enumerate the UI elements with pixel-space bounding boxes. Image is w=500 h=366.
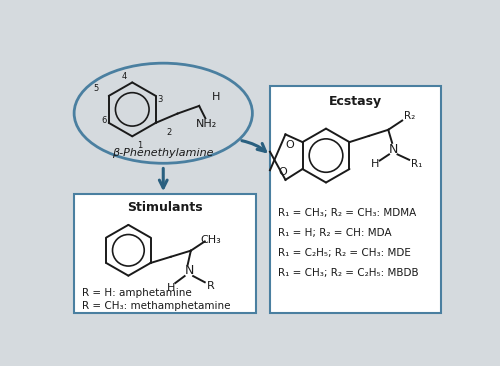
FancyBboxPatch shape [270, 86, 440, 313]
Text: 1: 1 [138, 141, 142, 150]
Text: R₁ = C₂H₅; R₂ = CH₃: MDE: R₁ = C₂H₅; R₂ = CH₃: MDE [278, 249, 411, 258]
Text: H: H [166, 283, 175, 293]
Text: N: N [389, 142, 398, 156]
FancyBboxPatch shape [74, 194, 256, 313]
Text: R₂: R₂ [404, 111, 415, 121]
Ellipse shape [74, 63, 252, 163]
Text: H: H [212, 92, 220, 102]
Text: N: N [184, 264, 194, 277]
Text: Ecstasy: Ecstasy [329, 95, 382, 108]
Text: 4: 4 [122, 72, 127, 81]
Text: 5: 5 [93, 84, 98, 93]
Text: 2: 2 [166, 128, 172, 137]
Text: R₁ = CH₃; R₂ = C₂H₅: MBDB: R₁ = CH₃; R₂ = C₂H₅: MBDB [278, 268, 418, 279]
Text: R₁ = H; R₂ = CH: MDA: R₁ = H; R₂ = CH: MDA [278, 228, 392, 238]
Text: 6: 6 [101, 116, 106, 125]
Text: R₁ = CH₃; R₂ = CH₃: MDMA: R₁ = CH₃; R₂ = CH₃: MDMA [278, 208, 416, 219]
Text: 3: 3 [158, 95, 163, 104]
Text: R = CH₃: methamphetamine: R = CH₃: methamphetamine [82, 301, 231, 311]
Text: O: O [278, 167, 286, 177]
Text: O: O [285, 140, 294, 150]
Text: R₁: R₁ [411, 160, 422, 169]
Text: NH₂: NH₂ [196, 119, 218, 130]
Text: Stimulants: Stimulants [127, 201, 202, 214]
Text: R: R [207, 281, 215, 291]
Text: CH₃: CH₃ [200, 235, 222, 245]
Text: β-Phenethylamine: β-Phenethylamine [112, 148, 214, 158]
Text: R = H: amphetamine: R = H: amphetamine [82, 288, 192, 298]
Text: H: H [371, 160, 380, 169]
